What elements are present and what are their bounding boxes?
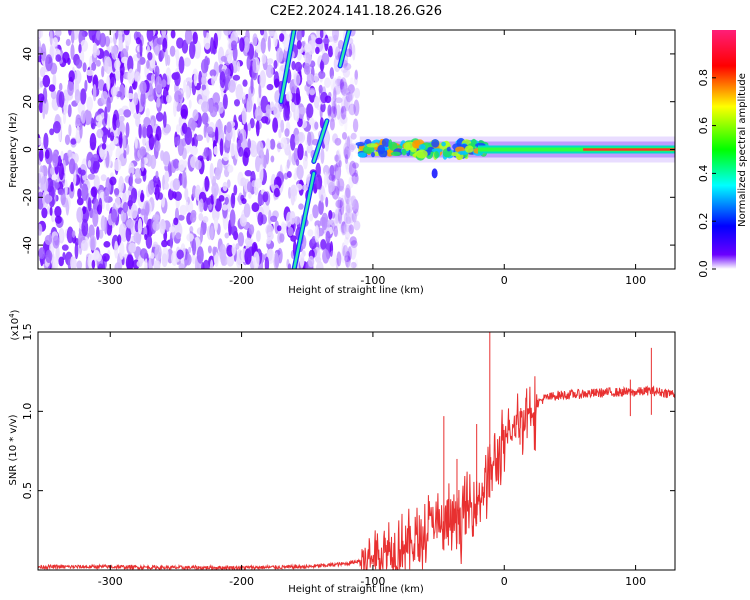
colorbar-tick-label: 0.0 <box>697 260 710 278</box>
noise-field <box>38 30 361 269</box>
streak-line <box>311 118 330 164</box>
y-tick-label: 0.5 <box>21 482 34 500</box>
streak-line <box>278 30 297 105</box>
snr-multiplier-label: (x104) <box>8 309 21 340</box>
y-tick-label: 40 <box>21 47 34 61</box>
y-tick-label: -20 <box>21 188 34 206</box>
x-tick-label: -200 <box>229 575 254 588</box>
colorbar-gradient <box>712 30 736 269</box>
snr-frame <box>37 331 676 571</box>
x-tick-label: 0 <box>501 274 508 287</box>
colorbar: 0.0 0.2 0.4 0.6 0.8 Normalized spectral ampl… <box>697 30 748 278</box>
carrier-band <box>355 136 675 179</box>
streak-line <box>291 170 317 269</box>
x-tick-label: -200 <box>229 274 254 287</box>
snr-series-line <box>38 376 675 570</box>
y-tick-label: 1.0 <box>21 403 34 421</box>
colorbar-tick-label: 0.2 <box>697 212 710 230</box>
streak-line <box>337 30 352 69</box>
colorbar-label: Normalized spectral amplitude <box>737 73 748 227</box>
x-tick-label: -300 <box>98 575 123 588</box>
y-tick-label: 20 <box>21 95 34 109</box>
colorbar-tick-label: 0.6 <box>697 117 710 135</box>
x-tick-label: 100 <box>625 575 646 588</box>
x-tick-label: -300 <box>98 274 123 287</box>
colorbar-tick-label: 0.8 <box>697 69 710 87</box>
snr-panel: -300 -200 -100 0 100 0.5 1.0 1.5 (x104) Height … <box>8 309 676 595</box>
snr-y-label: SNR (10 * v/v) <box>8 414 19 485</box>
colorbar-tick-label: 0.4 <box>697 165 710 183</box>
spectrogram-y-label: Frequency (Hz) <box>8 112 19 188</box>
x-tick-label: -100 <box>360 575 385 588</box>
spectrogram-x-label: Height of straight line (km) <box>288 285 424 296</box>
x-tick-label: 100 <box>625 274 646 287</box>
y-tick-label: -40 <box>21 236 34 254</box>
x-tick-label: -100 <box>360 274 385 287</box>
y-tick-label: 0 <box>21 146 34 153</box>
y-tick-label: 1.5 <box>21 323 34 341</box>
snr-x-label: Height of straight line (km) <box>288 584 424 595</box>
x-tick-label: 0 <box>501 575 508 588</box>
figure-title: C2E2.2024.141.18.26.G26 <box>270 4 442 19</box>
